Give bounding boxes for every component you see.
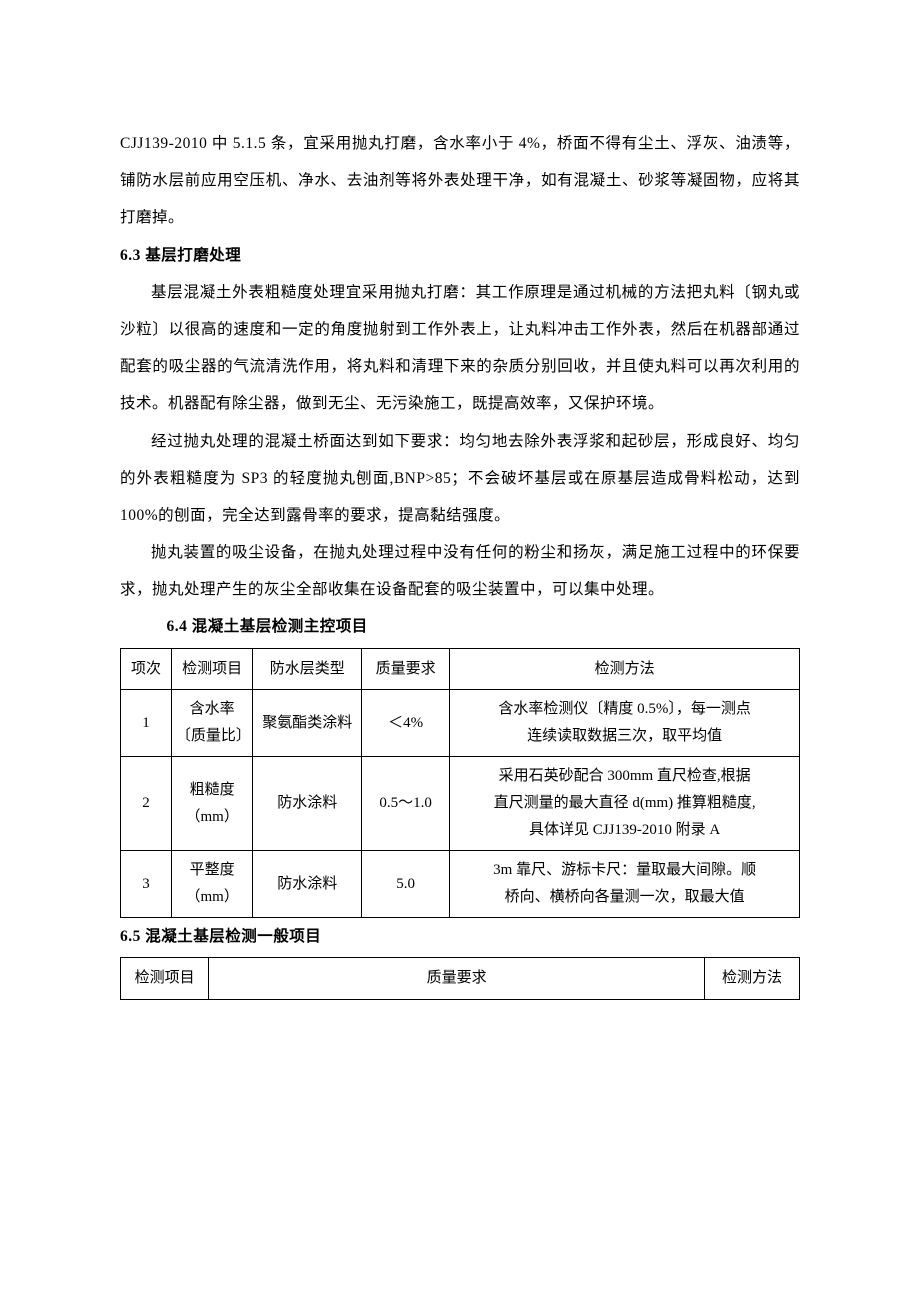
cell-item: 粗糙度 （mm） <box>171 757 252 851</box>
para-6-3-1: 基层混凝土外表粗糙度处理宜采用抛丸打磨：其工作原理是通过机械的方法把丸料〔钢丸或… <box>120 274 800 423</box>
cell-req: ＜4% <box>362 690 450 757</box>
para-6-3-2: 经过抛丸处理的混凝土桥面达到如下要求：均匀地去除外表浮浆和起砂层，形成良好、均匀… <box>120 423 800 535</box>
header-cell: 检测项目 <box>171 648 252 690</box>
header-cell: 质量要求 <box>209 958 705 1000</box>
cell-line: 直尺测量的最大直径 d(mm) 推算粗糙度, <box>494 795 756 811</box>
cell-type: 防水涂料 <box>253 757 362 851</box>
cell-line: 含水率检测仪〔精度 0.5%〕，每一测点 <box>498 701 751 717</box>
table-header-row: 检测项目 质量要求 检测方法 <box>121 958 800 1000</box>
cell-req: 5.0 <box>362 851 450 918</box>
cell-item: 含水率 〔质量比〕 <box>171 690 252 757</box>
para-6-3-3: 抛丸装置的吸尘设备，在抛丸处理过程中没有任何的粉尘和扬灰，满足施工过程中的环保要… <box>120 534 800 608</box>
cell-num: 3 <box>121 851 172 918</box>
cell-line: 桥向、横桥向各量测一次，取最大值 <box>505 889 745 905</box>
cell-line: 连续读取数据三次，取平均值 <box>527 728 722 744</box>
heading-6-3: 6.3 基层打磨处理 <box>120 237 800 274</box>
cell-type: 聚氨酯类涂料 <box>253 690 362 757</box>
cell-line: 〔质量比〕 <box>176 728 251 744</box>
cell-line: 平整度 <box>190 862 235 878</box>
header-cell: 检测项目 <box>121 958 209 1000</box>
cell-item: 平整度 （mm） <box>171 851 252 918</box>
cell-method: 含水率检测仪〔精度 0.5%〕，每一测点 连续读取数据三次，取平均值 <box>450 690 800 757</box>
cell-line: 采用石英砂配合 300mm 直尺检查,根据 <box>499 768 751 784</box>
intro-paragraph: CJJ139-2010 中 5.1.5 条，宜采用抛丸打磨，含水率小于 4%，桥… <box>120 125 800 237</box>
table-6-5: 检测项目 质量要求 检测方法 <box>120 957 800 1000</box>
cell-line: 粗糙度 <box>190 782 235 798</box>
header-cell: 质量要求 <box>362 648 450 690</box>
heading-6-4: 6.4 混凝土基层检测主控项目 <box>120 608 800 645</box>
cell-num: 1 <box>121 690 172 757</box>
heading-6-5: 6.5 混凝土基层检测一般项目 <box>120 918 800 955</box>
cell-line: （mm） <box>185 889 238 905</box>
header-cell: 项次 <box>121 648 172 690</box>
cell-type: 防水涂料 <box>253 851 362 918</box>
header-cell: 防水层类型 <box>253 648 362 690</box>
cell-line: （mm） <box>185 809 238 825</box>
table-header-row: 项次 检测项目 防水层类型 质量要求 检测方法 <box>121 648 800 690</box>
table-row: 1 含水率 〔质量比〕 聚氨酯类涂料 ＜4% 含水率检测仪〔精度 0.5%〕，每… <box>121 690 800 757</box>
cell-line: 含水率 <box>190 701 235 717</box>
table-6-4: 项次 检测项目 防水层类型 质量要求 检测方法 1 含水率 〔质量比〕 聚氨酯类… <box>120 648 800 919</box>
cell-method: 3m 靠尺、游标卡尺：量取最大间隙。顺 桥向、横桥向各量测一次，取最大值 <box>450 851 800 918</box>
header-cell: 检测方法 <box>704 958 799 1000</box>
cell-line: 3m 靠尺、游标卡尺：量取最大间隙。顺 <box>493 862 756 878</box>
cell-line: 具体详见 CJJ139-2010 附录 A <box>529 822 720 838</box>
cell-num: 2 <box>121 757 172 851</box>
table-row: 2 粗糙度 （mm） 防水涂料 0.5～1.0 采用石英砂配合 300mm 直尺… <box>121 757 800 851</box>
cell-req: 0.5～1.0 <box>362 757 450 851</box>
header-cell: 检测方法 <box>450 648 800 690</box>
table-row: 3 平整度 （mm） 防水涂料 5.0 3m 靠尺、游标卡尺：量取最大间隙。顺 … <box>121 851 800 918</box>
cell-method: 采用石英砂配合 300mm 直尺检查,根据 直尺测量的最大直径 d(mm) 推算… <box>450 757 800 851</box>
